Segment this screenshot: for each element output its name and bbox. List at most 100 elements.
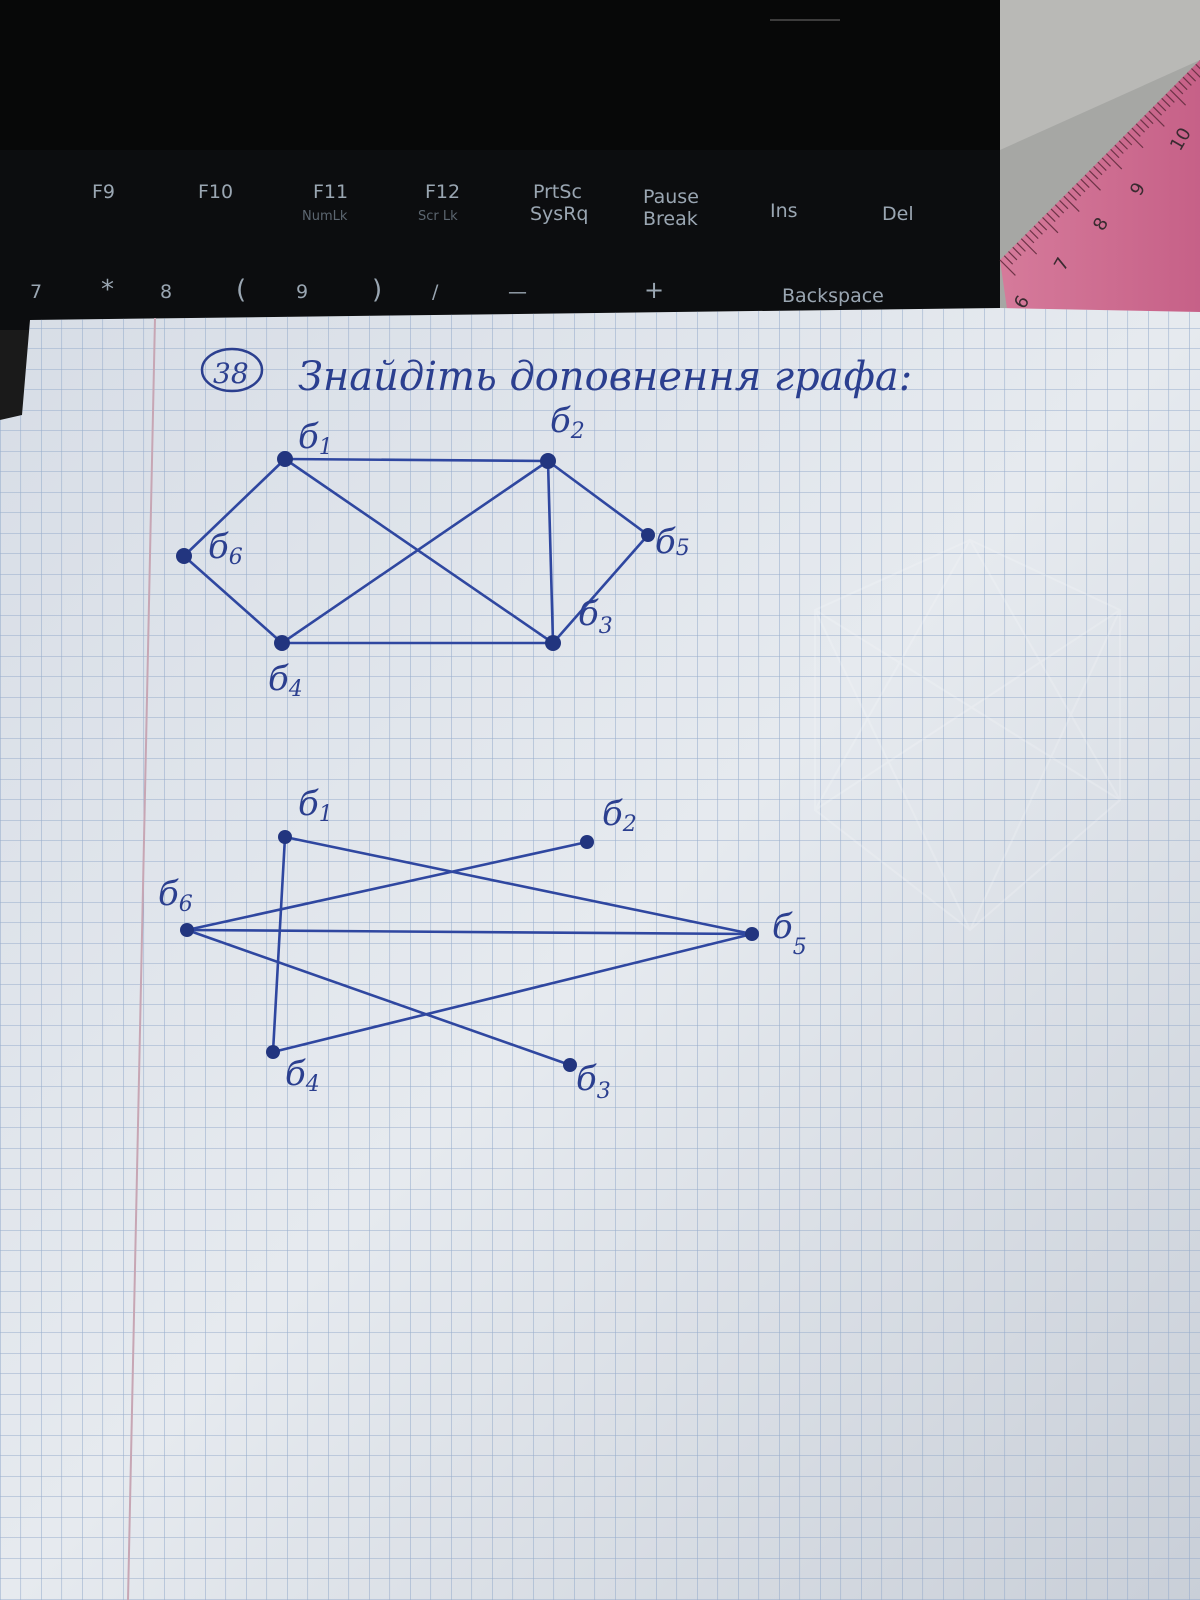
ruler-tick [1093,165,1103,176]
graph-edge [546,459,650,537]
ruler-ticks [999,60,1200,276]
graph-node-v5 [745,927,759,941]
ruler-tick [1174,85,1184,95]
ruler-tick [1182,76,1192,86]
ruler-tick [1084,174,1101,191]
vertex-label-v2: б2 [550,401,585,444]
graph-edge [280,459,550,645]
task-number-circle [200,347,264,393]
key-f12: F12 [425,181,460,203]
ruler-tick [1165,93,1175,103]
graph-edge [185,928,754,936]
graph-edge [283,457,555,645]
key-f11: F11 [313,181,348,203]
key-8: 8 [160,281,172,303]
key-slash: / [432,281,439,303]
ruler-tick [1118,140,1128,150]
key-f9: F9 [92,181,115,203]
ruler-tick [1012,246,1022,257]
key-pause: Pause [643,186,699,208]
vertex-label-v4: б4 [268,659,303,702]
vertex-label-v5: б5 [655,522,690,562]
ruler-tick [1059,200,1069,210]
graph-edge [283,835,754,936]
graph-edge [182,554,284,645]
ruler-tick [1080,178,1090,188]
laptop-top-strip [0,0,1000,150]
ruler-tick [1067,191,1077,201]
ruler-tick [1063,195,1080,212]
graph-node-v1 [278,830,292,844]
ruler-tick [1054,204,1065,214]
ruler-tick [1029,229,1039,240]
key-backspace: Backspace [782,285,884,307]
graph-node-v3 [563,1058,577,1072]
vertex-label-v3: б3 [578,594,613,639]
key-open-paren: ( [236,275,246,305]
graph-node-v6 [180,923,194,937]
graph-node-v4 [274,635,290,651]
key-close-paren: ) [372,275,382,305]
ruler-tick [1157,102,1167,112]
graph-node-v2 [540,453,556,469]
vertex-label-v4: б4 [285,1054,320,1097]
graph-original: б1 б2 б3 б4 б5 б6 [176,401,690,702]
paper-margin-line [127,317,156,1600]
ruler-tick [1114,144,1124,154]
graph-edge [185,840,589,932]
ruler-tick [1122,136,1133,146]
key-f10: F10 [198,181,233,203]
graph-node-v1 [277,451,293,467]
task-title: Знайдіть доповнення графа: [298,354,912,400]
ruler-tick [1191,68,1200,78]
graph-node-v5 [641,528,655,542]
keyboard-number-row: 7 * 8 ( 9 ) / — + Backspace [30,275,884,307]
key-minus: — [508,281,527,303]
ruler-tick [999,259,1016,276]
key-ins: Ins [770,200,798,222]
ruler-tick [1088,170,1099,180]
key-f11-sub: NumLk [302,209,348,224]
ruler: 10 9 8 7 6 [999,60,1200,330]
ruler-tick [1152,106,1163,116]
key-7: 7 [30,281,42,303]
ruler-tick [1110,148,1120,159]
key-asterisk: * [101,275,114,305]
task-number: 38 [213,357,249,390]
ruler-tick [1033,225,1043,235]
ruler-tick [1148,110,1165,127]
ruler-tick [1097,161,1107,171]
vertex-label-v1: б1 [298,784,333,827]
vertex-label-v2: б2 [602,794,637,837]
ruler-tick [1050,208,1060,218]
ruler-tick [1105,153,1123,170]
graph-edge [551,533,650,645]
graph-edge [283,457,550,463]
graph-node-v3 [545,635,561,651]
key-9: 9 [296,281,308,303]
show-through-sketch [814,538,1121,932]
keyboard-function-row: F9 F10 F11 NumLk F12 Scr Lk PrtSc SysRq … [92,181,914,230]
ruler-tick [1071,187,1082,197]
ruler-tick [1008,251,1018,261]
graph-complement: б1 б2 б3 б4 б5 б6 [158,784,807,1104]
key-plus: + [644,276,664,304]
vertex-label-v6: б6 [158,874,193,917]
key-f12-sub: Scr Lk [418,209,458,224]
ruler-tick [1046,212,1056,223]
task-heading: 38 Знайдіть доповнення графа: [200,347,912,400]
ruler-tick [1042,217,1059,234]
notebook-paper [0,308,1200,1600]
ruler-tick [1127,131,1144,149]
ruler-tick [1101,157,1111,167]
ruler-tick [1025,234,1035,244]
key-prtsc: PrtSc [533,181,582,203]
ruler-tick [1020,238,1038,255]
graph-edge [546,459,555,645]
ruler-tick [1131,127,1141,137]
graph-node-v6 [176,548,192,564]
ruler-tick [1135,123,1145,133]
key-del: Del [882,203,914,225]
ruler-tick [1161,97,1171,108]
